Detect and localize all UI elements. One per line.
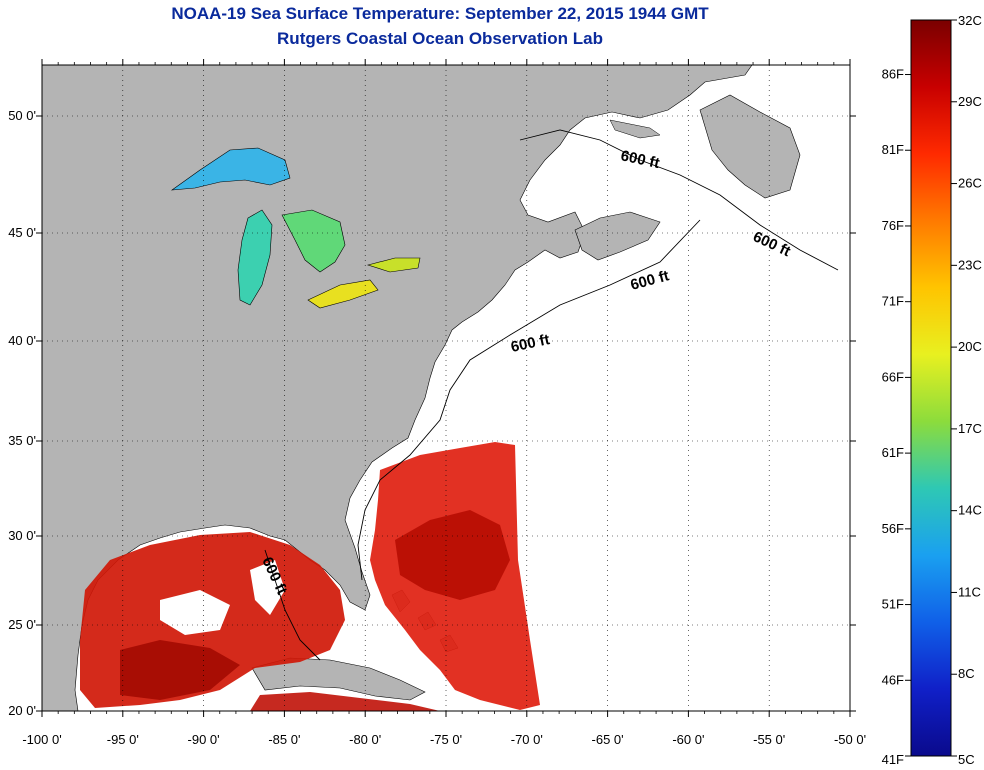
colorbar-label-fahrenheit: 41F (882, 752, 904, 767)
colorbar-label-celsius: 5C (958, 752, 975, 767)
cloud-gap-gulf (160, 560, 285, 635)
latitude-labels: 20 0' 25 0' 30 0' 35 0' 40 0' 45 0' 50 0' (8, 108, 36, 718)
sst-gulf-warm (120, 640, 240, 700)
lat-tick-label: 35 0' (8, 433, 36, 448)
lat-tick-label: 50 0' (8, 108, 36, 123)
map-title: NOAA-19 Sea Surface Temperature: Septemb… (171, 4, 709, 23)
land-newfoundland (699, 94, 801, 199)
colorbar-label-celsius: 26C (958, 176, 982, 191)
colorbar-label-fahrenheit: 61F (882, 445, 904, 460)
lon-tick-label: -95 0' (107, 732, 139, 747)
lake-ontario (366, 257, 421, 273)
colorbar-label-celsius: 14C (958, 503, 982, 518)
colorbar-label-celsius: 20C (958, 339, 982, 354)
colorbar-label-fahrenheit: 76F (882, 218, 904, 233)
lon-tick-label: -85 0' (268, 732, 300, 747)
land-anticosti (609, 119, 661, 139)
land-nova-scotia (574, 211, 661, 261)
colorbar-label-celsius: 29C (958, 94, 982, 109)
isobath-600ft (519, 129, 839, 271)
colorbar-label-celsius: 32C (958, 13, 982, 28)
colorbar-label-celsius: 8C (958, 666, 975, 681)
colorbar-label-fahrenheit: 66F (882, 369, 904, 384)
lake-erie (307, 279, 379, 309)
colorbar-label-fahrenheit: 71F (882, 294, 904, 309)
lon-tick-label: -90 0' (188, 732, 220, 747)
colorbar-ticks (905, 19, 957, 757)
lat-tick-label: 30 0' (8, 528, 36, 543)
lon-tick-label: -80 0' (349, 732, 381, 747)
lon-tick-label: -60 0' (672, 732, 704, 747)
map-layers (42, 65, 839, 711)
axis-ticks (36, 59, 856, 717)
sst-atlantic-warm (395, 510, 510, 600)
colorbar-celsius-labels: 32C 29C 26C 23C 20C 17C 14C 11C 8C 5C (958, 13, 982, 767)
lat-tick-label: 20 0' (8, 703, 36, 718)
lake-superior (170, 147, 291, 191)
lake-michigan (237, 209, 273, 306)
sst-caribbean (250, 692, 440, 711)
colorbar (910, 19, 952, 757)
lon-tick-label: -70 0' (511, 732, 543, 747)
colorbar-label-fahrenheit: 46F (882, 672, 904, 687)
lat-tick-label: 45 0' (8, 225, 36, 240)
lon-tick-label: -65 0' (592, 732, 624, 747)
colorbar-label-fahrenheit: 81F (882, 142, 904, 157)
isobath-600ft-gulf (264, 549, 321, 661)
lon-tick-label: -100 0' (22, 732, 61, 747)
longitude-labels: -100 0' -95 0' -90 0' -85 0' -80 0' -75 0' -70… (22, 732, 866, 747)
colorbar-label-celsius: 17C (958, 421, 982, 436)
land-north-america (42, 65, 753, 711)
colorbar-label-fahrenheit: 56F (882, 521, 904, 536)
land-cuba (251, 657, 426, 701)
lake-huron (281, 209, 346, 273)
lon-tick-label: -55 0' (753, 732, 785, 747)
lon-tick-label: -75 0' (430, 732, 462, 747)
colorbar-label-celsius: 23C (958, 257, 982, 272)
lon-tick-label: -50 0' (834, 732, 866, 747)
lat-tick-label: 40 0' (8, 333, 36, 348)
colorbar-label-fahrenheit: 86F (882, 67, 904, 82)
lat-tick-label: 25 0' (8, 617, 36, 632)
colorbar-fahrenheit-labels: 86F 81F 76F 71F 66F 61F 56F 51F 46F 41F (882, 67, 904, 767)
colorbar-label-celsius: 11C (958, 584, 981, 599)
map-subtitle: Rutgers Coastal Ocean Observation Lab (277, 29, 603, 48)
colorbar-label-fahrenheit: 51F (882, 597, 904, 612)
